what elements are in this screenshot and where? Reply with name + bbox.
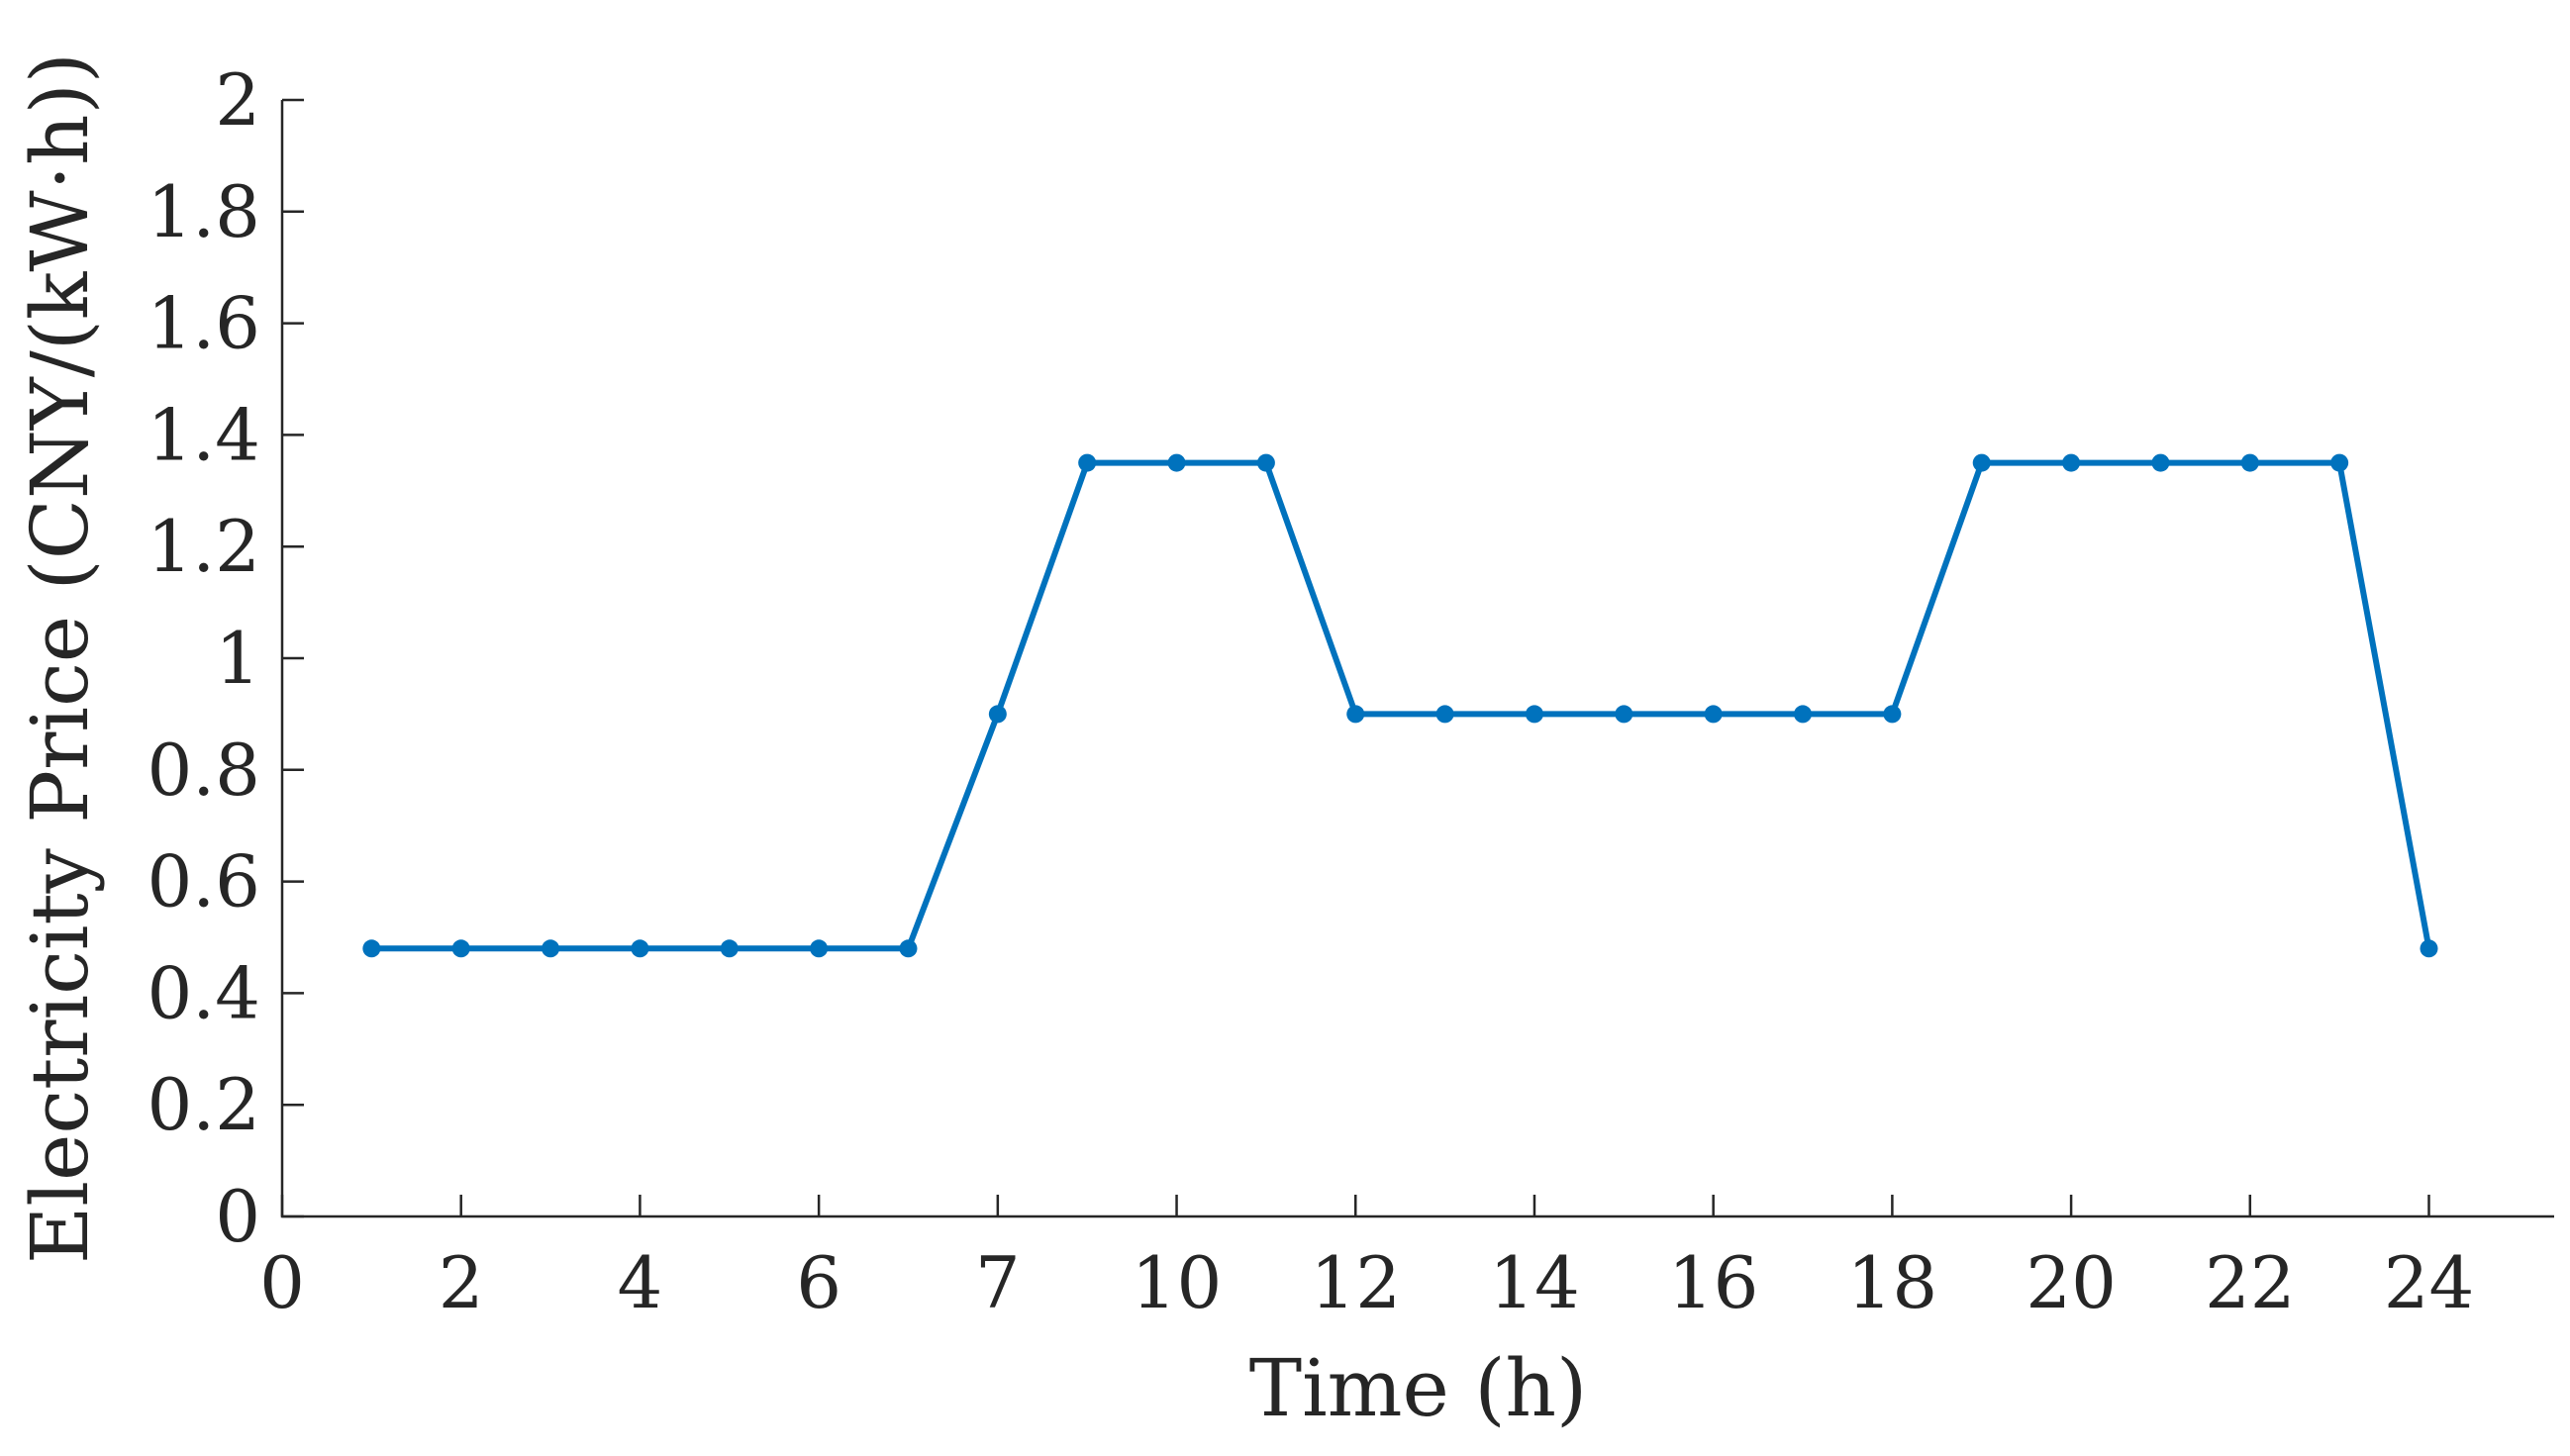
y-tick-label: 0.2 [147,1063,260,1146]
data-point [631,939,649,958]
y-tick-label: 1 [215,617,260,700]
data-point [1256,453,1275,472]
data-point [1704,705,1723,724]
x-tick-label: 2 [439,1241,484,1324]
data-point [1435,705,1454,724]
data-point [2330,453,2349,472]
data-point [2240,453,2259,472]
y-tick-label: 1.2 [147,505,260,588]
x-tick-label: 22 [2205,1241,2296,1324]
data-point [1346,705,1365,724]
axes: 00.20.40.60.811.21.41.61.820 2 4 6 7 10 12 14 16… [147,58,2554,1324]
y-tick-label: 0 [215,1175,260,1258]
series-layer [362,453,2438,958]
x-tick-label: 16 [1668,1241,1759,1324]
data-point [720,939,739,958]
series-line [371,459,2432,952]
y-tick-label: 0.6 [147,840,260,923]
y-tick-label: 2 [215,58,260,142]
data-point [2062,453,2081,472]
data-point [899,939,918,958]
data-point [1078,453,1097,472]
y-tick-label: 1.6 [147,282,260,365]
x-tick-label: 12 [1310,1241,1401,1324]
data-point [810,939,829,958]
axis-frame [280,100,2554,1218]
x-tick-label: 6 [796,1241,841,1324]
y-axis-title: Electricity Price (CNY/(kW·h)) [14,52,106,1264]
y-tick-label: 0.4 [147,951,260,1034]
x-tick-label: 7 [975,1241,1021,1324]
x-tick-label: 14 [1489,1241,1580,1324]
y-tick-label: 1.4 [147,393,260,476]
y-tick-label: 0.8 [147,728,260,812]
x-tick-label: 0 [259,1241,305,1324]
data-point [2151,453,2170,472]
data-point [988,705,1007,724]
data-point [1167,453,1186,472]
x-tick-label: 10 [1132,1241,1223,1324]
data-point [1794,705,1813,724]
data-point [1972,453,1991,472]
data-point [1883,705,1902,724]
x-axis-title: Time (h) [1249,1342,1588,1434]
data-point [1525,705,1543,724]
data-point [542,939,560,958]
data-point [2420,939,2438,958]
y-tick-label: 1.8 [147,170,260,253]
data-point [1615,705,1633,724]
x-tick-label: 20 [2026,1241,2117,1324]
x-tick-label: 24 [2384,1241,2475,1324]
x-tick-label: 4 [618,1241,663,1324]
data-point [451,939,470,958]
x-tick-label: 18 [1847,1241,1938,1324]
data-point [362,939,381,958]
